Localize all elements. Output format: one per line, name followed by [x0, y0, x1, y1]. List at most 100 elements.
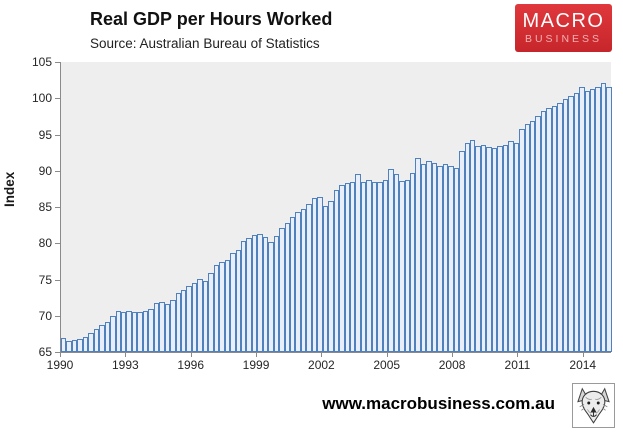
bar: [273, 236, 280, 352]
bar: [300, 208, 307, 352]
y-tick-label: 100: [31, 91, 52, 106]
bar: [535, 115, 541, 352]
bar: [491, 147, 498, 352]
bar: [442, 164, 449, 352]
footer-url: www.macrobusiness.com.au: [322, 394, 555, 413]
bar: [431, 162, 438, 352]
bar: [99, 325, 105, 352]
y-tick-mark: [55, 352, 60, 353]
y-tick-mark: [55, 279, 60, 281]
bar: [404, 179, 410, 352]
bar: [486, 146, 492, 352]
chart-title: Real GDP per Hours Worked: [90, 9, 333, 29]
bar: [306, 204, 312, 352]
x-tick-label: 2002: [308, 358, 335, 372]
bar: [589, 88, 596, 352]
bar: [235, 249, 241, 352]
x-tick-mark: [190, 353, 192, 357]
logo-text-macro: MACRO: [522, 10, 605, 32]
bar: [399, 180, 405, 352]
bar: [93, 328, 100, 352]
bar: [573, 92, 580, 352]
bar: [208, 273, 214, 352]
bar: [126, 310, 132, 352]
bar: [82, 336, 89, 352]
bar: [191, 283, 198, 352]
bar: [61, 338, 67, 352]
bar: [180, 290, 187, 352]
bar: [159, 302, 165, 352]
bar-series: [61, 62, 612, 352]
x-tick-label: 1999: [242, 358, 270, 372]
bar: [546, 107, 552, 352]
bar: [120, 312, 127, 352]
bar: [382, 179, 389, 352]
bar: [284, 223, 291, 352]
bar: [426, 161, 432, 352]
x-tick-label: 2008: [438, 358, 466, 372]
bar: [355, 174, 361, 352]
bar: [311, 198, 318, 352]
bar: [322, 205, 329, 352]
y-tick-mark: [55, 243, 60, 245]
x-tick-label: 2014: [569, 358, 597, 372]
macrobusiness-logo: MACRO BUSINESS: [515, 4, 612, 52]
bar: [393, 173, 400, 352]
y-tick-label: 95: [38, 127, 52, 142]
x-tick-mark: [125, 353, 127, 357]
bar: [415, 157, 421, 352]
bar: [600, 83, 607, 352]
bar: [186, 286, 192, 352]
bar: [360, 181, 367, 352]
chart-source-note: Source: Australian Bureau of Statistics: [90, 36, 320, 51]
bar: [475, 146, 481, 352]
y-tick-label: 105: [31, 55, 52, 69]
bar: [497, 146, 503, 352]
bar: [410, 172, 416, 352]
y-tick-label: 80: [38, 236, 52, 251]
bar: [88, 333, 94, 352]
bar: [153, 303, 160, 352]
x-tick-mark: [452, 353, 454, 357]
bar: [110, 315, 116, 352]
bar: [268, 241, 274, 352]
x-tick-label: 2005: [373, 358, 401, 372]
bar: [606, 87, 612, 352]
bar: [469, 139, 476, 352]
bar: [508, 141, 514, 352]
bar: [524, 124, 530, 352]
bar: [464, 142, 470, 352]
bar: [240, 241, 247, 352]
x-tick-mark: [60, 353, 61, 357]
x-tick-label: 1990: [46, 358, 74, 372]
bar: [333, 189, 340, 352]
wolf-logo: [572, 383, 615, 428]
bar: [579, 87, 585, 352]
x-tick-mark: [386, 353, 388, 357]
y-tick-mark: [55, 315, 60, 317]
y-tick-label: 90: [38, 163, 52, 178]
bar: [388, 169, 394, 352]
bar: [328, 201, 334, 352]
y-tick-mark: [55, 134, 60, 136]
x-tick-label: 1996: [177, 358, 205, 372]
bar: [437, 166, 443, 352]
bar: [202, 281, 209, 352]
y-tick-label: 85: [38, 200, 52, 214]
bar: [131, 312, 138, 352]
y-tick-mark: [55, 62, 60, 63]
y-tick-label: 65: [38, 345, 52, 359]
bar: [448, 166, 454, 352]
bar: [104, 322, 111, 352]
bar: [540, 111, 547, 352]
bar: [344, 183, 351, 352]
bar: [164, 304, 171, 352]
bar: [459, 151, 465, 352]
bar: [137, 312, 143, 352]
bar: [557, 102, 563, 352]
bar: [115, 311, 121, 352]
bar: [513, 142, 520, 352]
x-tick-mark: [517, 353, 519, 357]
x-tick-label: 2011: [504, 358, 531, 372]
